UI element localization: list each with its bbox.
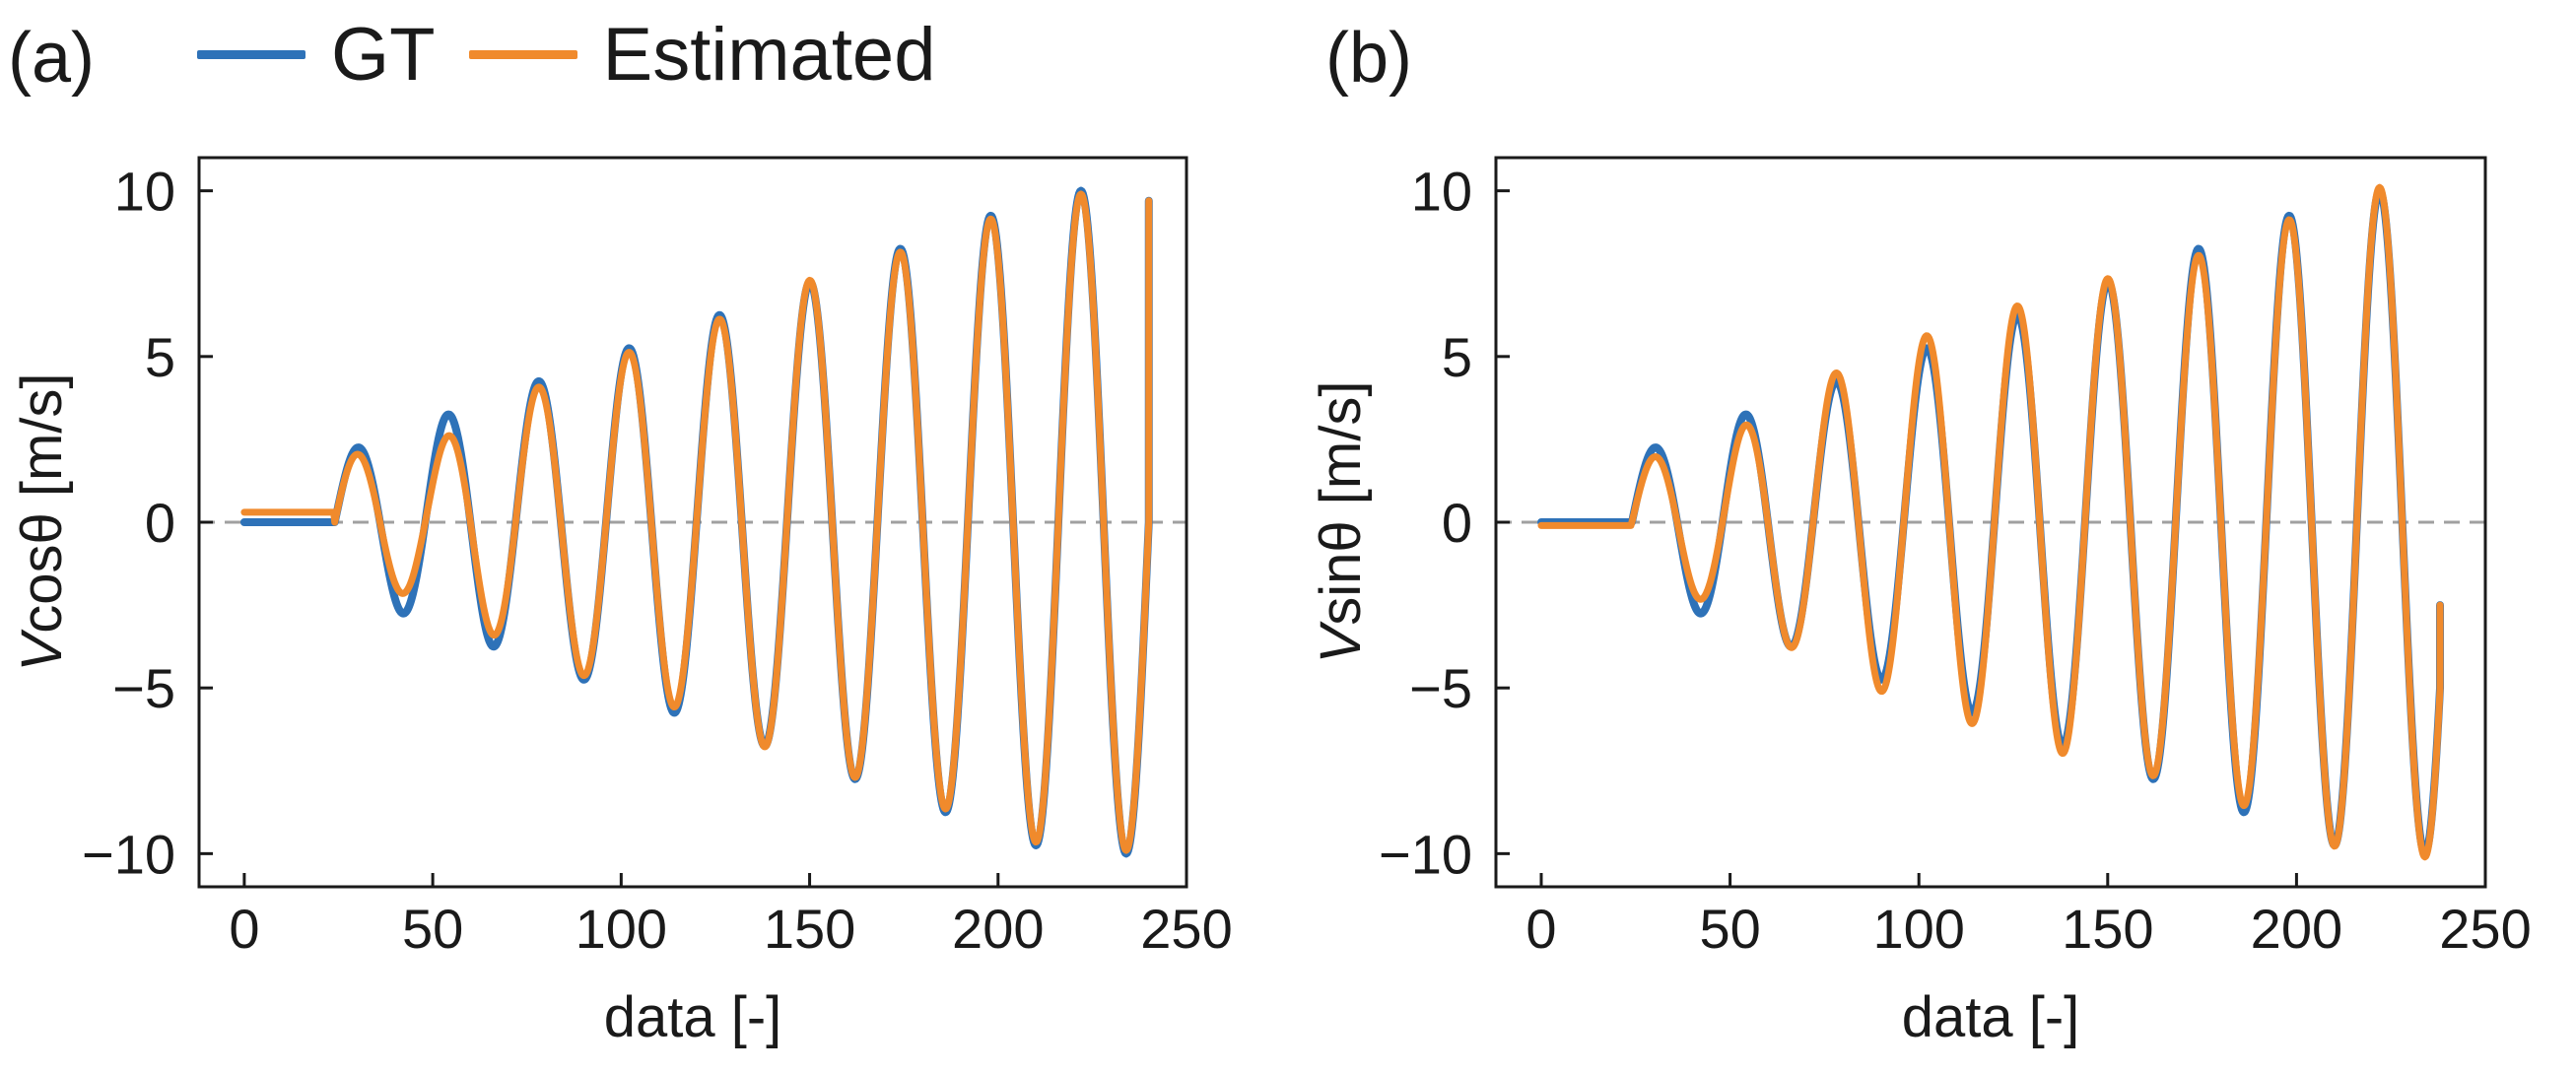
x-tick-label: 150 (764, 898, 855, 960)
y-tick-label: 10 (1411, 161, 1472, 223)
y-tick-label: −10 (1379, 823, 1472, 885)
x-tick-label: 50 (402, 898, 463, 960)
series-estimated (1537, 183, 2444, 861)
x-tick-label: 200 (952, 898, 1044, 960)
y-tick-label: −5 (112, 657, 175, 719)
y-axis-label: Vsinθ [m/s] (1309, 381, 1373, 664)
panel-label-b: (b) (1325, 19, 1412, 98)
chart-a: 0 50 100 150 200 250 −10 −5 0 5 10 data [-] Vcosθ [m… (10, 156, 1233, 1049)
x-tick-label: 0 (1525, 898, 1556, 960)
legend: GT Estimated (197, 0, 969, 108)
x-tick-label: 100 (1872, 898, 1964, 960)
y-tick-label: −5 (1409, 657, 1472, 719)
y-tick-label: 5 (1442, 326, 1472, 388)
legend-item-estimated: Estimated (468, 12, 936, 98)
y-tick-label: 0 (1442, 492, 1472, 554)
x-tick-label: 250 (2439, 898, 2531, 960)
legend-label-estimated: Estimated (602, 12, 936, 97)
x-tick-label: 50 (1699, 898, 1760, 960)
x-tick-label: 100 (576, 898, 667, 960)
x-axis-label: data [-] (1902, 985, 2080, 1049)
y-tick-label: 5 (145, 326, 175, 388)
y-axis-label-rest: sinθ [m/s] (1309, 381, 1373, 626)
x-tick-label: 200 (2251, 898, 2342, 960)
x-tick-label: 150 (2062, 898, 2153, 960)
x-tick-label: 250 (1140, 898, 1232, 960)
legend-label-gt: GT (331, 12, 436, 97)
series-estimated (240, 190, 1153, 854)
chart-b: 0 50 100 150 200 250 −10 −5 0 5 10 data [-] Vsinθ [m… (1309, 156, 2532, 1049)
y-axis-label-italic: V (1309, 620, 1373, 663)
x-tick-label: 0 (229, 898, 259, 960)
y-tick-label: 10 (114, 161, 175, 223)
legend-swatch-estimated (468, 49, 577, 59)
legend-swatch-gt (197, 49, 305, 59)
y-tick-label: 0 (145, 492, 175, 554)
panel-label-a: (a) (8, 19, 95, 98)
y-axis-label-italic: V (10, 628, 74, 671)
legend-item-gt: GT (197, 12, 436, 98)
x-axis-label: data [-] (604, 985, 782, 1049)
y-axis-label: Vcosθ [m/s] (10, 373, 74, 672)
y-tick-label: −10 (82, 823, 175, 885)
y-axis-label-rest: cosθ [m/s] (10, 373, 74, 634)
